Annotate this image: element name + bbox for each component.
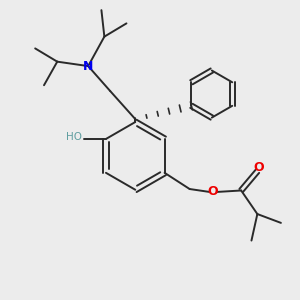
Text: N: N <box>83 60 93 73</box>
Text: HO: HO <box>66 133 82 142</box>
Text: O: O <box>254 161 264 174</box>
Text: O: O <box>208 185 218 199</box>
